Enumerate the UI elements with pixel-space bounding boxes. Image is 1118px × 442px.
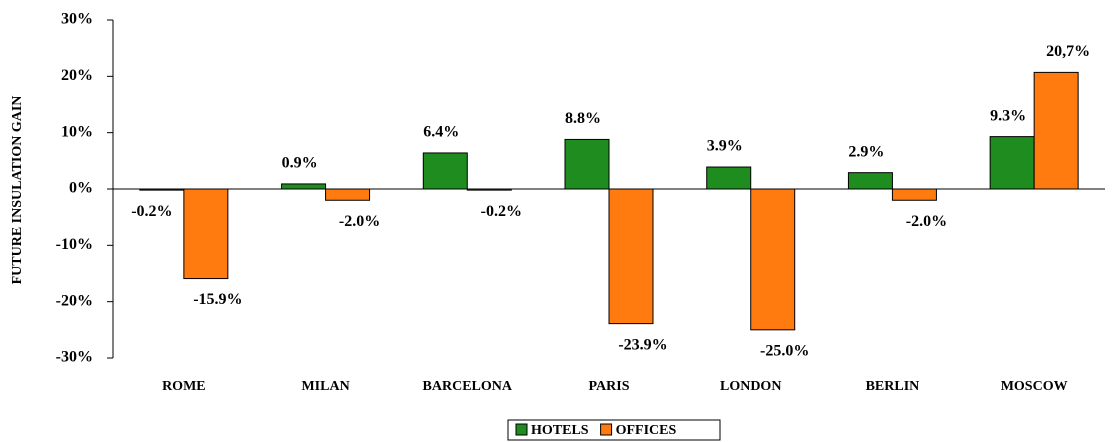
bar [564,138,610,190]
bar [847,172,893,190]
data-label: 0.9% [282,155,318,172]
legend-swatch [600,423,613,436]
bar [608,188,654,325]
bar [281,183,327,190]
y-tick-label: 20% [61,67,93,84]
x-tick-label: ROME [162,379,206,394]
legend-label: HOTELS [531,423,589,438]
bar [989,136,1035,190]
x-tick-label: MOSCOW [1001,379,1068,394]
x-tick-label: BERLIN [866,379,920,394]
y-tick-label: -30% [56,349,93,366]
data-label: -0.2% [131,203,172,220]
data-label: -23.9% [618,336,667,353]
y-tick-label: -10% [56,236,93,253]
y-tick-label: 10% [61,123,93,140]
legend-label: OFFICES [616,423,677,438]
data-label: 8.8% [565,110,601,127]
bar [325,188,371,201]
data-label: 20,7% [1046,43,1090,60]
bar [1033,71,1079,190]
legend-box [507,419,721,441]
data-label: -2.0% [339,213,380,230]
x-tick-label: PARIS [589,379,630,394]
data-label: 2.9% [848,143,884,160]
bar [891,188,937,201]
legend-swatch [515,423,528,436]
x-tick-label: LONDON [720,379,781,394]
bar [706,166,752,190]
y-tick-label: 0% [69,180,93,197]
bar [183,188,229,280]
data-label: -0.2% [481,203,522,220]
data-label: -2.0% [906,213,947,230]
data-label: 3.9% [707,138,743,155]
x-tick-label: MILAN [301,379,349,394]
data-label: 6.4% [423,124,459,141]
y-tick-label: -20% [56,292,93,309]
x-tick-label: BARCELONA [423,379,513,394]
bar [422,152,468,190]
data-label: -15.9% [193,291,242,308]
y-axis-label: FUTURE INSULATION GAIN [10,96,25,285]
y-tick-label: 30% [61,11,93,28]
bar [750,188,796,331]
data-label: -25.0% [760,343,809,360]
data-label: 9.3% [990,107,1026,124]
